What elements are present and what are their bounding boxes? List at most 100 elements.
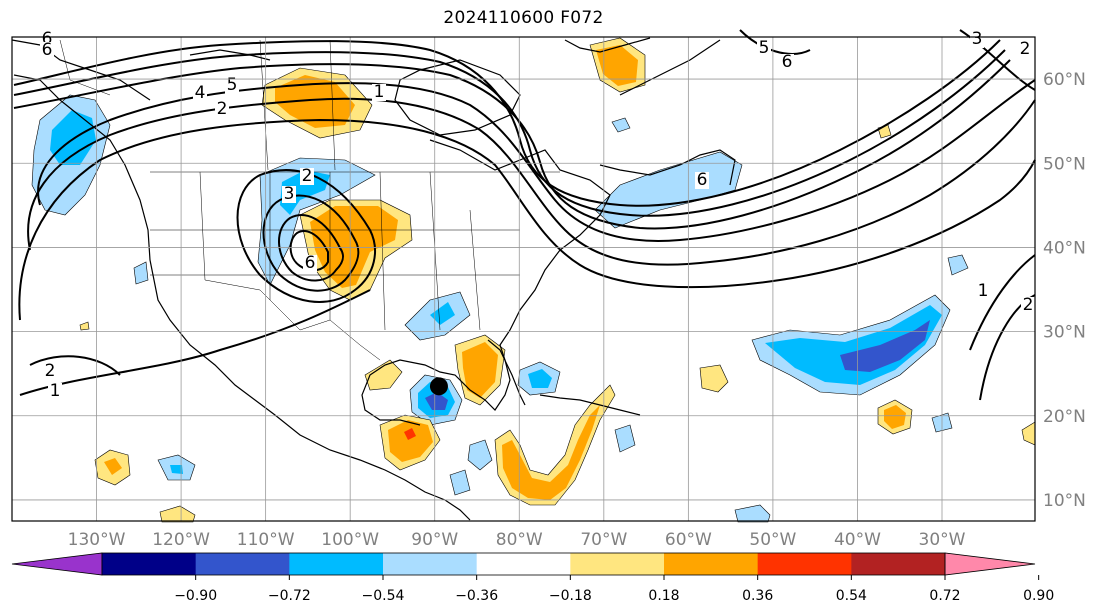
contour-label: 6 <box>782 52 793 72</box>
colorbar-tick-label: −0.18 <box>549 588 592 604</box>
contour-label-bg <box>48 383 62 400</box>
positive-anomaly-area <box>404 428 416 440</box>
negative-anomaly-area <box>611 117 631 133</box>
longitude-label: 30°W <box>919 530 966 550</box>
colorbar-tick-label: 0.36 <box>742 588 773 604</box>
contour-label-bg <box>225 77 239 94</box>
negative-anomaly-area <box>947 254 969 276</box>
contour-label: 2 <box>45 361 56 381</box>
negative-anomaly-area <box>449 469 471 496</box>
latitude-label: 40°N <box>1043 238 1086 258</box>
contour-label-bg <box>1018 41 1032 58</box>
political-borders <box>59 39 560 361</box>
contour-label: 6 <box>305 253 316 273</box>
colorbar-extend-low <box>11 552 103 576</box>
colorbar-segment <box>570 553 665 575</box>
negative-anomaly-area <box>765 305 942 385</box>
longitude-labels: 130°W 120°W 110°W 100°W 90°W 80°W 70°W 60°W 50°W… <box>68 530 966 550</box>
contour-label-bg <box>976 283 990 300</box>
latitude-label: 60°N <box>1043 70 1086 90</box>
contour-label-bg <box>215 101 229 118</box>
negative-anomaly-area <box>133 261 149 285</box>
negative-anomaly-area <box>425 392 448 410</box>
positive-anomaly-area <box>596 45 638 86</box>
contour-label-bg <box>780 54 794 71</box>
contour-label-bg <box>43 363 57 380</box>
positive-anomaly-area <box>79 321 90 331</box>
coastlines <box>11 37 736 521</box>
colorbar-segment <box>289 553 384 575</box>
contour-label: 3 <box>972 29 983 49</box>
colorbar-segment <box>757 553 852 575</box>
colorbar-frame <box>101 552 946 576</box>
colorbar-segment <box>383 553 478 575</box>
contour-label: 2 <box>1023 295 1034 315</box>
colorbar-segment <box>195 553 290 575</box>
longitude-label: 60°W <box>665 530 712 550</box>
negative-anomaly-area <box>528 369 552 388</box>
colorbar: −0.90 −0.72 −0.54 −0.36 −0.18 0.18 0.36 0.54 0.7… <box>11 552 1054 604</box>
contour-label: 2 <box>302 166 313 186</box>
positive-anomaly-area <box>364 359 403 391</box>
colorbar-segment <box>476 553 571 575</box>
negative-anomaly-area <box>840 320 930 372</box>
contour-label-bg <box>695 172 709 189</box>
contour-label: 1 <box>374 82 385 102</box>
longitude-label: 80°W <box>496 530 543 550</box>
colorbar-tick-label: −0.90 <box>174 588 217 604</box>
positive-anomaly-area <box>310 206 398 288</box>
contour-lines <box>13 29 1036 401</box>
positive-anomaly-area <box>275 75 355 128</box>
colorbar-tick-label: 0.90 <box>1023 588 1054 604</box>
positive-anomaly-area <box>884 405 906 429</box>
colorbar-segment <box>664 553 759 575</box>
map-title: 2024110600 F072 <box>443 8 604 28</box>
positive-anomaly-area <box>388 420 433 462</box>
contour-label-bg <box>40 42 54 59</box>
colorbar-tick-label: 0.54 <box>836 588 867 604</box>
contour-label: 4 <box>195 83 206 103</box>
colorbar-tick-label: −0.72 <box>268 588 311 604</box>
negative-anomaly-area <box>50 110 96 165</box>
contour-label-bg <box>372 84 386 101</box>
longitude-label: 120°W <box>152 530 210 550</box>
negative-anomaly-area <box>614 424 636 453</box>
positive-anomaly-area <box>104 458 122 475</box>
negative-anomaly-area <box>467 439 493 471</box>
positive-anomaly-area <box>462 342 498 398</box>
negative-anomaly-area <box>594 151 743 229</box>
contour-label: 2 <box>217 99 228 119</box>
longitude-label: 100°W <box>321 530 379 550</box>
negative-anomaly-area <box>280 170 330 215</box>
longitude-label: 40°W <box>834 530 881 550</box>
longitude-label: 110°W <box>237 530 295 550</box>
positive-anomaly-area <box>699 364 729 393</box>
colorbar-tick-label: −0.54 <box>362 588 405 604</box>
contour-label: 6 <box>697 170 708 190</box>
grid-lines <box>12 37 1035 521</box>
contour-label: 6 <box>42 40 53 60</box>
contour-label-bg <box>970 31 984 48</box>
negative-anomaly-area <box>734 504 771 523</box>
latitude-label: 30°N <box>1043 323 1086 343</box>
contour-label: 2 <box>1020 39 1031 59</box>
contour-label: 5 <box>759 38 770 58</box>
negative-anomaly-area <box>170 465 183 474</box>
location-marker <box>429 377 448 396</box>
contour-label-bg <box>282 186 296 203</box>
colorbar-tick-label: 0.18 <box>648 588 679 604</box>
positive-anomaly-area <box>502 405 600 500</box>
latitude-label: 50°N <box>1043 154 1086 174</box>
latitude-labels: 60°N 50°N 40°N 30°N 20°N 10°N <box>1043 70 1086 511</box>
positive-anomaly-area <box>159 505 196 523</box>
colorbar-tick-label: −0.36 <box>455 588 498 604</box>
latitude-label: 10°N <box>1043 491 1086 511</box>
colorbar-segment <box>102 553 197 575</box>
colorbar-segment <box>851 553 946 575</box>
contour-label: 1 <box>50 381 61 401</box>
longitude-label: 50°W <box>749 530 796 550</box>
contour-label: 1 <box>978 281 989 301</box>
negative-anomaly-area <box>430 302 455 325</box>
map-frame <box>11 36 1036 522</box>
